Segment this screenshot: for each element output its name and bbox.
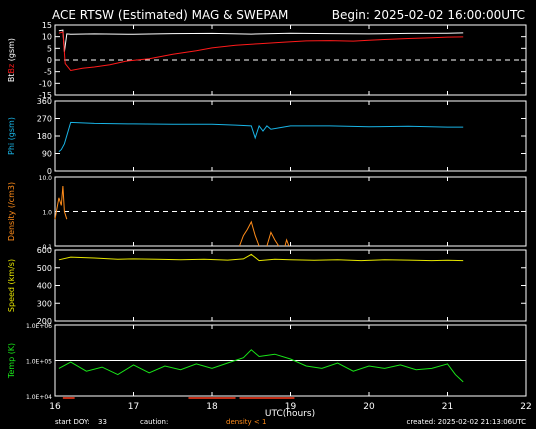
x-tick-label: 20 (363, 402, 375, 412)
y-axis-label: BtBz (gsm) (7, 38, 16, 82)
y-tick-label: 5 (47, 44, 52, 53)
y-tick-label: 0 (47, 167, 52, 176)
panel-mag: 15 10 5 0 -5 -10 -15 BtBz (gsm) (7, 21, 527, 100)
y-tick-label: 1.0E+06 (26, 323, 52, 330)
y-tick-label: 10 (42, 33, 52, 42)
y-axis-label: Temp (K) (7, 343, 16, 379)
series-line-bz (58, 31, 464, 72)
series-line-bt (58, 29, 464, 52)
y-tick-label: 0 (47, 56, 52, 65)
y-tick-label: 300 (37, 299, 52, 308)
y-axis-label-part: Speed (km/s) (7, 259, 16, 312)
x-tick-label: 18 (206, 402, 218, 412)
series-line-density (239, 220, 260, 247)
footer: start DOY: 33 caution: density < 1 creat… (55, 418, 526, 426)
density-caution-note: density < 1 (226, 418, 266, 426)
begin-time: Begin: 2025-02-02 16:00:00UTC (332, 8, 525, 22)
caution-label: caution: (140, 418, 168, 426)
x-tick-label: 21 (442, 402, 453, 412)
series-line-density (284, 238, 290, 247)
y-axis-label-part: Bt (7, 73, 16, 82)
series-line-density (266, 230, 280, 247)
series-line-phi (58, 121, 464, 152)
panel-speed: 600 500 400 300 200 Speed (km/s) (7, 246, 527, 326)
x-tick-label: 22 (520, 402, 531, 412)
y-tick-label: -15 (39, 91, 52, 100)
created-timestamp: created: 2025-02-02 21:13:06UTC (407, 418, 527, 426)
start-doy-label: start DOY: (55, 418, 90, 426)
y-tick-label: 15 (42, 21, 52, 30)
y-tick-label: -10 (39, 79, 52, 88)
y-axis-label: Phi (gsm) (7, 117, 16, 155)
panel-temp: 1.0E+06 1.0E+05 1.0E+04 Temp (K) (7, 323, 527, 401)
chart-title: ACE RTSW (Estimated) MAG & SWEPAM (52, 8, 288, 22)
y-tick-label: 600 (37, 246, 52, 255)
y-tick-label: 10.0 (39, 175, 53, 182)
y-tick-label: 180 (37, 132, 52, 141)
x-tick-label: 19 (285, 402, 297, 412)
y-tick-label: 400 (37, 282, 52, 291)
y-tick-label: 0.1 (42, 244, 52, 251)
y-axis-label-part: Density (/cm3) (7, 182, 16, 241)
x-tick-label: 16 (49, 402, 61, 412)
y-tick-label: 500 (37, 264, 52, 273)
y-axis-label-part: Bz (7, 64, 16, 74)
y-tick-label: 1.0E+04 (26, 394, 52, 401)
series-line-speed (58, 253, 464, 262)
y-tick-label: 1.0 (42, 210, 52, 217)
y-tick-label: -5 (44, 68, 52, 77)
y-tick-label: 200 (37, 317, 52, 326)
panel-density: 10.0 1.0 0.1 Density (/cm3) (7, 175, 527, 251)
y-tick-label: 1.0E+05 (26, 359, 52, 366)
series-line-density (54, 185, 68, 220)
x-tick-label: 17 (128, 402, 139, 412)
y-axis-label-part: Phi (gsm) (7, 117, 16, 155)
y-tick-label: 360 (37, 97, 52, 106)
chart-panels: 15 10 5 0 -5 -10 -15 BtBz (gsm) 360 270 180 90 0 Phi … (7, 21, 527, 401)
y-axis-label: Speed (km/s) (7, 259, 16, 312)
start-doy-value: 33 (98, 418, 107, 426)
panel-phi: 360 270 180 90 0 Phi (gsm) (7, 97, 527, 176)
x-axis-label: UTC(hours) (265, 409, 315, 419)
y-tick-label: 270 (37, 115, 52, 124)
series-line-temp (58, 349, 464, 383)
y-tick-label: 90 (42, 150, 52, 159)
y-axis-label: Density (/cm3) (7, 182, 16, 241)
y-axis-label-part: Temp (K) (7, 343, 16, 379)
y-axis-label-part: (gsm) (7, 38, 16, 64)
